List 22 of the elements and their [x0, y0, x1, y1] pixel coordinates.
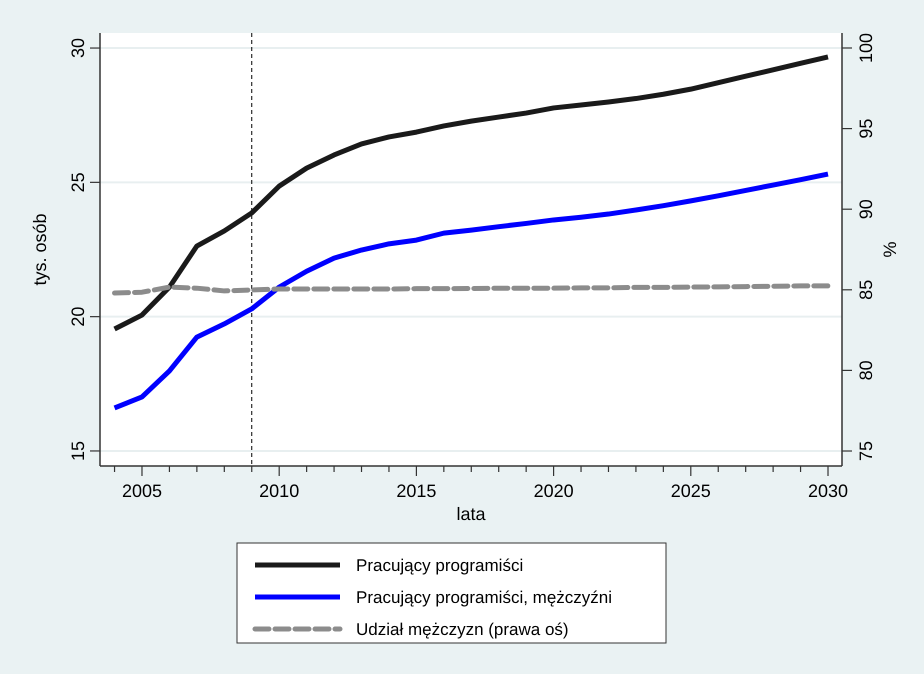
legend-label: Udział mężczyzn (prawa oś) — [356, 620, 569, 639]
y2-tick-label: 85 — [856, 280, 876, 300]
x-tick-label: 2025 — [670, 481, 711, 501]
x-tick-label: 2020 — [534, 481, 574, 501]
x-tick-label: 2010 — [259, 481, 300, 501]
y2-axis-title: % — [880, 241, 900, 258]
y-tick-label: 20 — [68, 306, 88, 327]
y-tick-label: 15 — [68, 440, 88, 461]
y2-tick-label: 90 — [856, 199, 876, 220]
x-tick-label: 2015 — [396, 481, 436, 501]
y2-tick-label: 100 — [856, 32, 876, 64]
y-tick-label: 30 — [68, 38, 88, 58]
y2-tick-label: 80 — [856, 360, 876, 380]
y2-tick-label: 95 — [856, 118, 876, 139]
y-axis-title: tys. osób — [30, 213, 50, 286]
x-tick-label: 2030 — [808, 481, 848, 501]
y-tick-label: 25 — [68, 172, 88, 192]
x-tick-label: 2005 — [122, 481, 162, 501]
x-axis-title: lata — [456, 504, 486, 524]
y2-tick-label: 75 — [856, 440, 876, 462]
legend-label: Pracujący programiści — [356, 556, 524, 575]
legend-label: Pracujący programiści, mężczyźni — [356, 588, 612, 607]
